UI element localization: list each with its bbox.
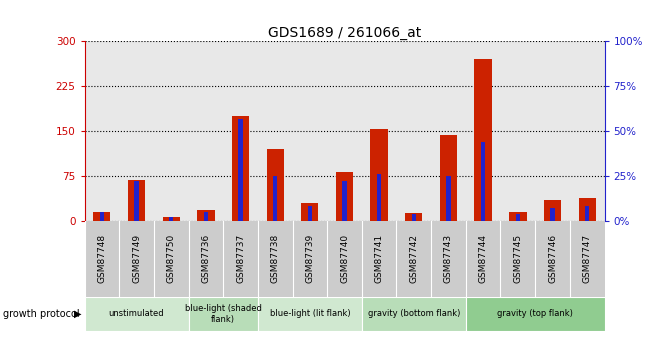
Text: GSM87744: GSM87744 (478, 234, 488, 283)
Text: gravity (bottom flank): gravity (bottom flank) (368, 309, 460, 318)
Text: GSM87746: GSM87746 (548, 234, 557, 283)
Bar (447, 176, 450, 221)
Bar (169, 217, 174, 221)
Bar (188, 297, 258, 331)
Bar (258, 297, 362, 331)
Text: blue-light (lit flank): blue-light (lit flank) (270, 309, 350, 318)
Text: gravity (top flank): gravity (top flank) (497, 309, 573, 318)
Text: GSM87741: GSM87741 (374, 234, 384, 283)
Text: GSM87745: GSM87745 (514, 234, 523, 283)
Bar (239, 119, 242, 221)
Bar (266, 149, 284, 221)
Bar (585, 206, 590, 221)
Bar (301, 203, 318, 221)
Bar (515, 214, 520, 221)
Bar (307, 206, 312, 221)
Bar (474, 59, 492, 221)
Text: growth protocol: growth protocol (3, 309, 80, 319)
Bar (343, 181, 346, 221)
Bar (273, 176, 278, 221)
Text: GSM87738: GSM87738 (270, 234, 280, 283)
Text: GSM87737: GSM87737 (236, 234, 245, 283)
Text: GSM87743: GSM87743 (444, 234, 453, 283)
Bar (197, 210, 214, 221)
Text: GSM87742: GSM87742 (410, 234, 419, 283)
Bar (551, 208, 554, 221)
Bar (405, 213, 422, 221)
Bar (135, 181, 138, 221)
Text: ▶: ▶ (73, 309, 81, 319)
Bar (203, 212, 208, 221)
Text: GSM87749: GSM87749 (132, 234, 141, 283)
Bar (362, 297, 466, 331)
Bar (99, 212, 104, 221)
Text: GSM87736: GSM87736 (202, 234, 211, 283)
Bar (128, 180, 145, 221)
Bar (377, 174, 382, 221)
Bar (481, 142, 486, 221)
Text: unstimulated: unstimulated (109, 309, 164, 318)
Bar (370, 129, 388, 221)
Bar (509, 212, 527, 221)
Bar (411, 214, 416, 221)
Bar (336, 172, 353, 221)
Bar (578, 198, 596, 221)
Text: GSM87747: GSM87747 (582, 234, 592, 283)
Bar (232, 116, 249, 221)
Text: GSM87740: GSM87740 (340, 234, 349, 283)
Bar (93, 213, 110, 221)
Bar (544, 200, 561, 221)
Bar (84, 297, 188, 331)
Text: GSM87748: GSM87748 (98, 234, 107, 283)
Bar (440, 135, 457, 221)
Bar (162, 217, 180, 221)
Text: blue-light (shaded
flank): blue-light (shaded flank) (185, 304, 261, 324)
Text: GSM87750: GSM87750 (166, 234, 176, 283)
Text: GSM87739: GSM87739 (306, 234, 315, 283)
Title: GDS1689 / 261066_at: GDS1689 / 261066_at (268, 26, 421, 40)
Bar (466, 297, 604, 331)
